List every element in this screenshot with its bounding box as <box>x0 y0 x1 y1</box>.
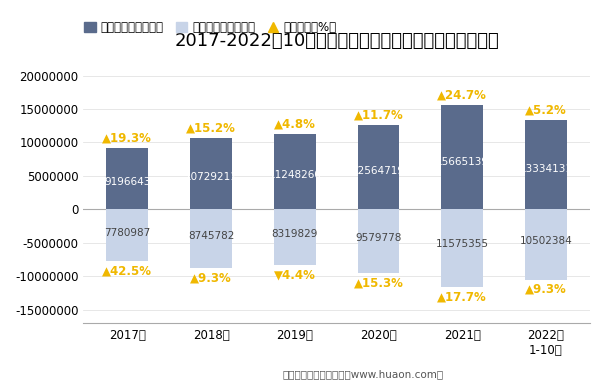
Text: ▲9.3%: ▲9.3% <box>190 271 232 284</box>
Text: ▲11.7%: ▲11.7% <box>354 109 404 122</box>
Text: 制图：华经产业研究院（www.huaon.com）: 制图：华经产业研究院（www.huaon.com） <box>283 369 443 379</box>
Title: 2017-2022年10月安徽省外商投资企业进、出口额统计图: 2017-2022年10月安徽省外商投资企业进、出口额统计图 <box>174 31 499 49</box>
Text: ▲24.7%: ▲24.7% <box>437 88 487 101</box>
Text: 11248260: 11248260 <box>269 170 321 180</box>
Text: 7780987: 7780987 <box>104 228 151 238</box>
Bar <box>106 148 148 209</box>
Bar <box>106 209 148 261</box>
Text: 10729211: 10729211 <box>185 172 238 182</box>
Text: 11575355: 11575355 <box>436 239 489 249</box>
Text: ▲9.3%: ▲9.3% <box>525 283 567 296</box>
Text: ▲15.3%: ▲15.3% <box>353 277 404 290</box>
Text: 9579778: 9579778 <box>355 233 402 243</box>
Text: 9196643: 9196643 <box>104 177 151 187</box>
Text: ▼4.4%: ▼4.4% <box>274 268 316 281</box>
Text: 8745782: 8745782 <box>188 231 234 241</box>
Text: ▲42.5%: ▲42.5% <box>102 265 152 278</box>
Bar <box>358 125 399 209</box>
Text: ▲17.7%: ▲17.7% <box>437 290 487 303</box>
Legend: 出口总额（千美元）, 出口总额（千美元）, 同比增速（%）: 出口总额（千美元）, 出口总额（千美元）, 同比增速（%） <box>84 21 336 34</box>
Text: 12564719: 12564719 <box>352 167 405 177</box>
Bar <box>525 120 567 209</box>
Bar <box>274 209 316 265</box>
Text: 10502384: 10502384 <box>520 236 572 246</box>
Bar <box>190 137 232 209</box>
Text: 13334131: 13334131 <box>520 164 572 174</box>
Bar <box>442 105 483 209</box>
Text: 8319829: 8319829 <box>272 229 318 239</box>
Text: ▲5.2%: ▲5.2% <box>525 104 567 117</box>
Bar <box>190 209 232 268</box>
Bar <box>274 134 316 209</box>
Text: ▲4.8%: ▲4.8% <box>274 118 316 131</box>
Bar <box>442 209 483 287</box>
Bar <box>358 209 399 273</box>
Text: ▲19.3%: ▲19.3% <box>102 131 152 144</box>
Text: ▲15.2%: ▲15.2% <box>186 121 236 134</box>
Text: 15665139: 15665139 <box>436 157 489 167</box>
Bar <box>525 209 567 280</box>
